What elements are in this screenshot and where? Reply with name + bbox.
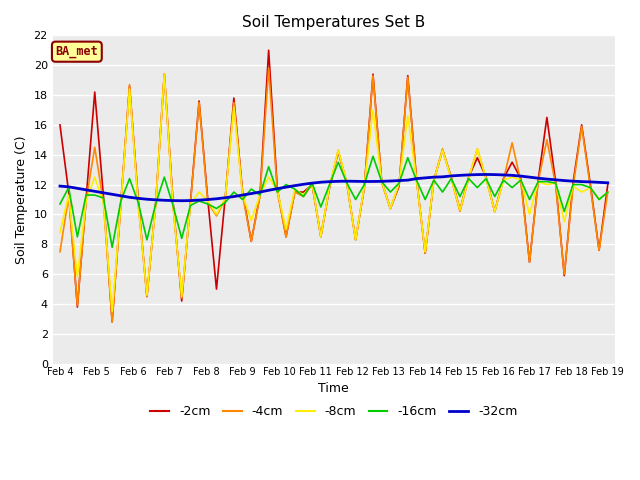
Legend: -2cm, -4cm, -8cm, -16cm, -32cm: -2cm, -4cm, -8cm, -16cm, -32cm xyxy=(145,400,522,423)
Text: BA_met: BA_met xyxy=(56,45,98,58)
Title: Soil Temperatures Set B: Soil Temperatures Set B xyxy=(243,15,426,30)
X-axis label: Time: Time xyxy=(319,382,349,395)
Y-axis label: Soil Temperature (C): Soil Temperature (C) xyxy=(15,135,28,264)
